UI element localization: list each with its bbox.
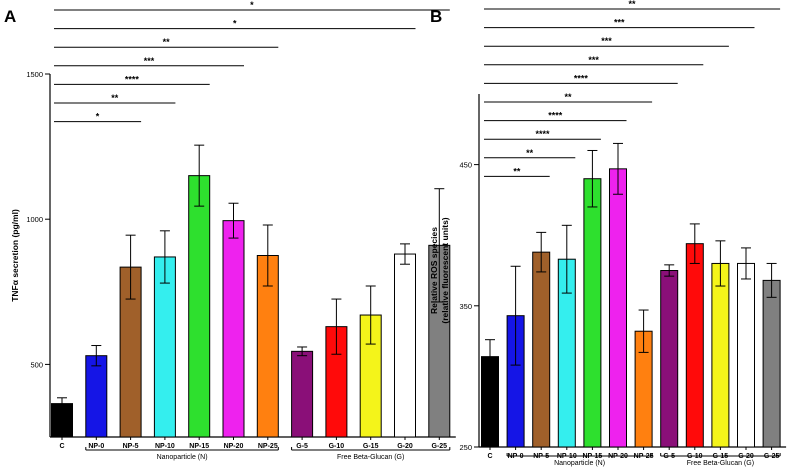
panel-b-bar — [609, 168, 627, 448]
panel-b-significance-label: ** — [526, 148, 534, 158]
panel-a-bar — [85, 355, 108, 438]
panel-a-category-label: G-15 — [363, 443, 379, 450]
panel-b-bar — [583, 178, 602, 448]
panel-b-bar — [660, 270, 679, 448]
panel-b-group-label: Nanoparticle (N) — [554, 460, 605, 467]
panel-b-significance-label: **** — [548, 111, 563, 121]
panel-a-group-label: Nanoparticle (N) — [157, 454, 208, 461]
panel-a-bar — [188, 175, 211, 438]
panel-a-significance-label: *** — [144, 56, 155, 66]
panel-a-y-tick-label: 500 — [30, 360, 43, 369]
panel-b-significance-label: *** — [588, 55, 599, 65]
panel-b-significance-label: **** — [535, 129, 550, 139]
panel-a-category-label: C — [59, 443, 64, 450]
panel-a-category-label: G-20 — [397, 443, 413, 450]
panel-b-bar — [762, 279, 781, 448]
panel-a-category-label: NP-0 — [88, 443, 104, 450]
panel-b-y-tick-label: 250 — [459, 443, 472, 452]
panel-b-bar — [532, 251, 551, 448]
panel-b-significance-label: ** — [513, 166, 521, 176]
panel-a-y-tick-label: 1500 — [26, 70, 43, 79]
panel-a-category-label: G-25 — [432, 443, 448, 450]
panel-b-significance-label: ** — [629, 0, 637, 9]
panel-b-bar — [737, 262, 755, 448]
panel-a-significance-label: **** — [125, 74, 140, 84]
panel-a-significance-label: ** — [163, 37, 171, 47]
panel-b-y-tick-label: 350 — [459, 302, 472, 311]
panel-b-y-axis-label-units: (relative fluorescent units) — [440, 217, 450, 323]
panel-a-y-tick-label: 1000 — [26, 215, 43, 224]
panel-b-bar — [685, 243, 704, 448]
panel-b-group-label: Free Beta-Glucan (G) — [687, 460, 754, 467]
panel-a-significance-label: * — [96, 112, 100, 122]
panel-a-letter: A — [4, 7, 16, 26]
panel-b-bar — [711, 262, 730, 448]
panel-b-letter: B — [430, 7, 442, 26]
panel-a-bar — [291, 350, 314, 438]
panel-a-category-label: NP-15 — [189, 443, 209, 450]
panel-a-bar — [153, 256, 176, 438]
panel-a-category-label: G-10 — [329, 443, 345, 450]
panel-a-significance-label: ** — [111, 93, 119, 103]
panel-a-category-label: NP-20 — [224, 443, 244, 450]
panel-b-y-tick-label: 450 — [459, 161, 472, 170]
panel-a-category-label: NP-10 — [155, 443, 175, 450]
panel-b-significance-label: ** — [565, 92, 573, 102]
panel-a-significance-label: * — [250, 0, 254, 10]
panel-b-significance-label: *** — [614, 18, 625, 28]
panel-b-category-label: C — [487, 453, 492, 460]
panel-a-significance-label: * — [233, 19, 237, 29]
panel-a-bar — [394, 253, 416, 438]
panel-a-y-axis-label: TNFα secretion (pg/ml) — [10, 209, 20, 302]
panel-b-y-axis-label: Relative ROS species — [429, 227, 439, 314]
panel-a-bar — [222, 220, 245, 438]
panel-a-category-label: NP-5 — [123, 443, 139, 450]
panel-a-category-label: G-5 — [296, 443, 308, 450]
panel-a-group-label: Free Beta-Glucan (G) — [337, 454, 404, 461]
panel-b-significance-label: **** — [574, 73, 589, 83]
panel-a-category-label: NP-25 — [258, 443, 278, 450]
panel-b-significance-label: *** — [601, 36, 612, 46]
